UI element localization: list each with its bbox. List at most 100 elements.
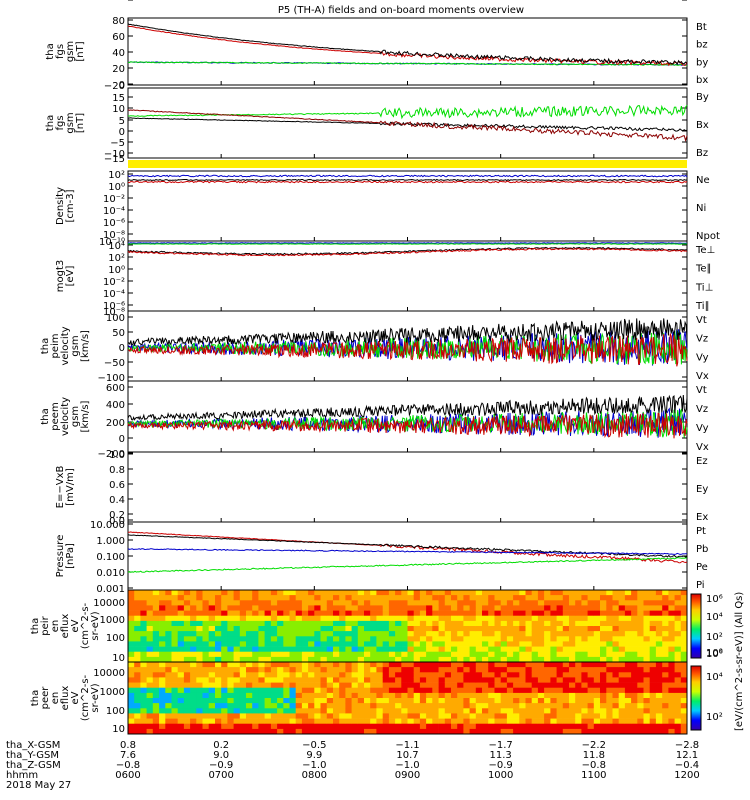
heatmap-cell <box>482 641 489 647</box>
heatmap-cell <box>177 698 185 704</box>
heatmap-cell <box>562 677 570 683</box>
heatmap-cell <box>171 656 179 663</box>
heatmap-cell <box>463 692 470 699</box>
heatmap-cell <box>662 646 669 653</box>
heatmap-cell <box>295 713 303 719</box>
heatmap-cell <box>333 626 340 632</box>
heatmap-cell <box>494 595 502 601</box>
heatmap-cell <box>301 595 309 601</box>
heatmap-cell <box>183 605 191 611</box>
heatmap-cell <box>649 656 657 663</box>
heatmap-cell <box>426 641 433 647</box>
heatmap-cell <box>668 718 675 725</box>
heatmap-cell <box>339 595 346 601</box>
heatmap-cell <box>562 692 570 699</box>
heatmap-cell <box>171 713 179 719</box>
heatmap-cell <box>556 646 564 653</box>
heatmap-cell <box>395 672 402 678</box>
heatmap-cell <box>519 728 526 735</box>
heatmap-cell <box>345 605 352 611</box>
heatmap-cell <box>569 590 576 596</box>
heatmap-cell <box>655 708 663 714</box>
heatmap-cell <box>488 620 495 627</box>
heatmap-cell <box>482 682 489 689</box>
heatmap-cell <box>482 595 489 601</box>
heatmap-cell <box>128 590 135 596</box>
legend-item: Pt <box>696 526 706 537</box>
heatmap-cell <box>152 651 160 658</box>
heatmap-cell <box>134 713 141 719</box>
heatmap-cell <box>587 667 595 673</box>
heatmap-cell <box>575 667 582 673</box>
heatmap-cell <box>246 600 253 606</box>
heatmap-cell <box>295 677 303 683</box>
heatmap-cell <box>277 651 284 658</box>
heatmap-cell <box>165 677 172 683</box>
heatmap-cell <box>475 672 483 678</box>
heatmap-cell <box>419 718 427 725</box>
heatmap-cell <box>246 651 253 658</box>
heatmap-cell <box>295 605 303 611</box>
heatmap-cell <box>438 620 446 627</box>
heatmap-cell <box>637 631 644 637</box>
heatmap-cell <box>246 590 253 596</box>
heatmap-cell <box>171 698 179 704</box>
heatmap-cell <box>376 698 383 704</box>
heatmap-cell <box>649 605 657 611</box>
heatmap-cell <box>637 595 644 601</box>
heatmap-cell <box>258 667 265 673</box>
heatmap-cell <box>562 651 570 658</box>
heatmap-cell <box>618 615 626 622</box>
heatmap-cell <box>370 687 377 694</box>
heatmap-cell <box>581 636 588 642</box>
heatmap-cell <box>581 600 588 606</box>
heatmap-cell <box>600 620 607 627</box>
heatmap-cell <box>190 595 197 601</box>
heatmap-cell <box>451 656 458 663</box>
heatmap-cell <box>606 610 613 617</box>
heatmap-cell <box>525 687 533 694</box>
heatmap-cell <box>277 698 284 704</box>
heatmap-cell <box>351 682 359 689</box>
heatmap-cell <box>171 600 179 606</box>
series-pb <box>128 531 688 564</box>
heatmap-cell <box>451 687 458 694</box>
heatmap-cell <box>202 615 210 622</box>
heatmap-cell <box>202 713 210 719</box>
heatmap-cell <box>146 672 154 678</box>
heatmap-cell <box>364 687 371 694</box>
y-tick-label: 40 <box>112 48 125 59</box>
heatmap-cell <box>165 687 172 694</box>
heatmap-cell <box>550 672 557 678</box>
heatmap-cell <box>438 626 446 632</box>
heatmap-cell <box>370 605 377 611</box>
heatmap-cell <box>469 600 477 606</box>
heatmap-cell <box>134 595 141 601</box>
heatmap-cell <box>612 615 620 622</box>
heatmap-cell <box>208 641 216 647</box>
heatmap-cell <box>426 610 433 617</box>
heatmap-cell <box>364 718 371 725</box>
heatmap-cell <box>668 600 675 606</box>
heatmap-cell <box>351 677 359 683</box>
heatmap-cell <box>469 636 477 642</box>
y-tick-label: 15 <box>112 93 125 104</box>
heatmap-cell <box>277 656 284 663</box>
heatmap-cell <box>177 651 185 658</box>
heatmap-cell <box>376 595 383 601</box>
heatmap-cell <box>593 595 601 601</box>
heatmap-cell <box>475 605 483 611</box>
heatmap-cell <box>662 590 669 596</box>
heatmap-cell <box>146 605 154 611</box>
heatmap-cell <box>475 631 483 637</box>
heatmap-cell <box>531 682 539 689</box>
heatmap-cell <box>525 728 533 735</box>
heatmap-cell <box>333 595 340 601</box>
heatmap-cell <box>556 610 564 617</box>
heatmap-cell <box>134 631 141 637</box>
heatmap-cell <box>550 590 557 596</box>
heatmap-cell <box>215 662 222 668</box>
heatmap-cell <box>407 728 415 735</box>
heatmap-cell <box>239 605 247 611</box>
heatmap-cell <box>556 641 564 647</box>
